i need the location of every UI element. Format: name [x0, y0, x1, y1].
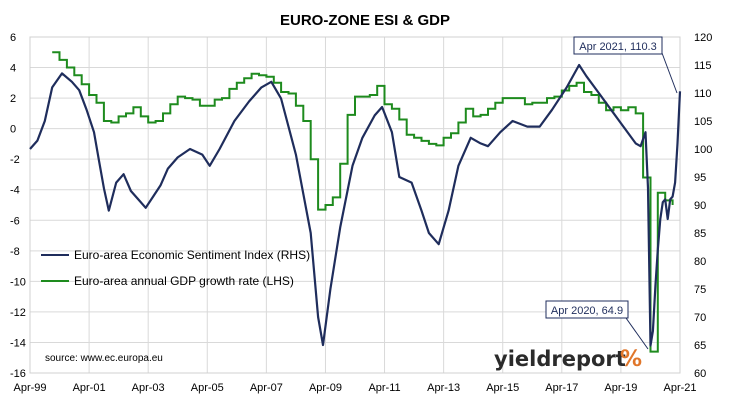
annotation-leader-apr-2020 [625, 317, 649, 350]
series-layer [29, 51, 682, 353]
series-line-esi [29, 63, 682, 347]
y-right-tick-label: 80 [694, 256, 706, 268]
y-left-tick-label: -10 [10, 276, 26, 288]
y-left-tick-label: -16 [10, 368, 26, 380]
y-left-tick-label: 6 [10, 32, 16, 44]
annotation-box-apr-2021 [573, 36, 663, 55]
source-note: source: www.ec.europa.eu [45, 353, 163, 364]
series-line-gdp [52, 51, 674, 353]
y-right-tick-label: 65 [694, 340, 706, 352]
x-tick-label: Apr-11 [368, 382, 400, 394]
x-tick-label: Apr-21 [663, 382, 696, 394]
y-axis-right: 120 115 110 105 100 95 90 85 80 75 70 65 60 [694, 32, 712, 380]
y-axis-left: 6 4 2 0 -2 -4 -6 -8 -10 -12 -14 -16 [10, 32, 26, 380]
annotation-apr-2021: Apr 2021, 110.3 [573, 36, 678, 94]
annotation-label-apr-2020: Apr 2020, 64.9 [551, 305, 623, 317]
legend: Euro-area Economic Sentiment Index (RHS)… [41, 248, 310, 288]
y-right-tick-label: 120 [694, 32, 712, 44]
logo-wordmark: yieldreport [494, 347, 626, 371]
y-right-tick-label: 70 [694, 312, 706, 324]
y-right-tick-label: 105 [694, 116, 712, 128]
logo-percent-symbol: % [620, 347, 642, 372]
y-left-tick-label: -14 [10, 337, 26, 349]
y-right-tick-label: 60 [694, 368, 706, 380]
x-axis: Apr-99 Apr-01 Apr-03 Apr-05 Apr-07 Apr-09 Apr-… [13, 382, 696, 394]
y-right-tick-label: 115 [694, 60, 712, 72]
y-left-tick-label: -6 [10, 215, 20, 227]
y-right-tick-label: 90 [694, 200, 706, 212]
x-tick-label: Apr-05 [191, 382, 224, 394]
y-left-tick-label: -12 [10, 307, 26, 319]
yieldreport-logo: yieldreport % [494, 347, 642, 372]
y-left-tick-label: 0 [10, 124, 16, 136]
annotation-leader-apr-2021 [661, 52, 678, 94]
y-left-tick-label: -4 [10, 185, 20, 197]
legend-label-gdp: Euro-area annual GDP growth rate (LHS) [74, 274, 294, 288]
annotation-box-apr-2020 [545, 300, 629, 319]
y-right-tick-label: 95 [694, 172, 706, 184]
annotation-apr-2020: Apr 2020, 64.9 [545, 300, 649, 350]
x-tick-label: Apr-19 [604, 382, 637, 394]
x-tick-label: Apr-01 [73, 382, 106, 394]
x-tick-label: Apr-17 [545, 382, 578, 394]
y-left-tick-label: -8 [10, 246, 20, 258]
x-tick-label: Apr-13 [427, 382, 460, 394]
x-tick-label: Apr-07 [250, 382, 283, 394]
y-right-tick-label: 75 [694, 284, 706, 296]
x-tick-label: Apr-99 [13, 382, 46, 394]
plot-area-border [29, 36, 681, 374]
x-tick-label: Apr-15 [486, 382, 519, 394]
y-left-tick-label: 4 [10, 63, 16, 75]
y-right-tick-label: 100 [694, 144, 712, 156]
x-tick-label: Apr-09 [309, 382, 342, 394]
annotation-label-apr-2021: Apr 2021, 110.3 [579, 41, 656, 53]
x-tick-label: Apr-03 [132, 382, 165, 394]
y-right-tick-label: 85 [694, 228, 706, 240]
y-left-tick-label: -2 [10, 154, 20, 166]
y-right-tick-label: 110 [694, 88, 712, 100]
chart-title: EURO-ZONE ESI & GDP [280, 12, 450, 29]
y-left-tick-label: 2 [10, 93, 16, 105]
legend-label-esi: Euro-area Economic Sentiment Index (RHS) [74, 248, 310, 262]
